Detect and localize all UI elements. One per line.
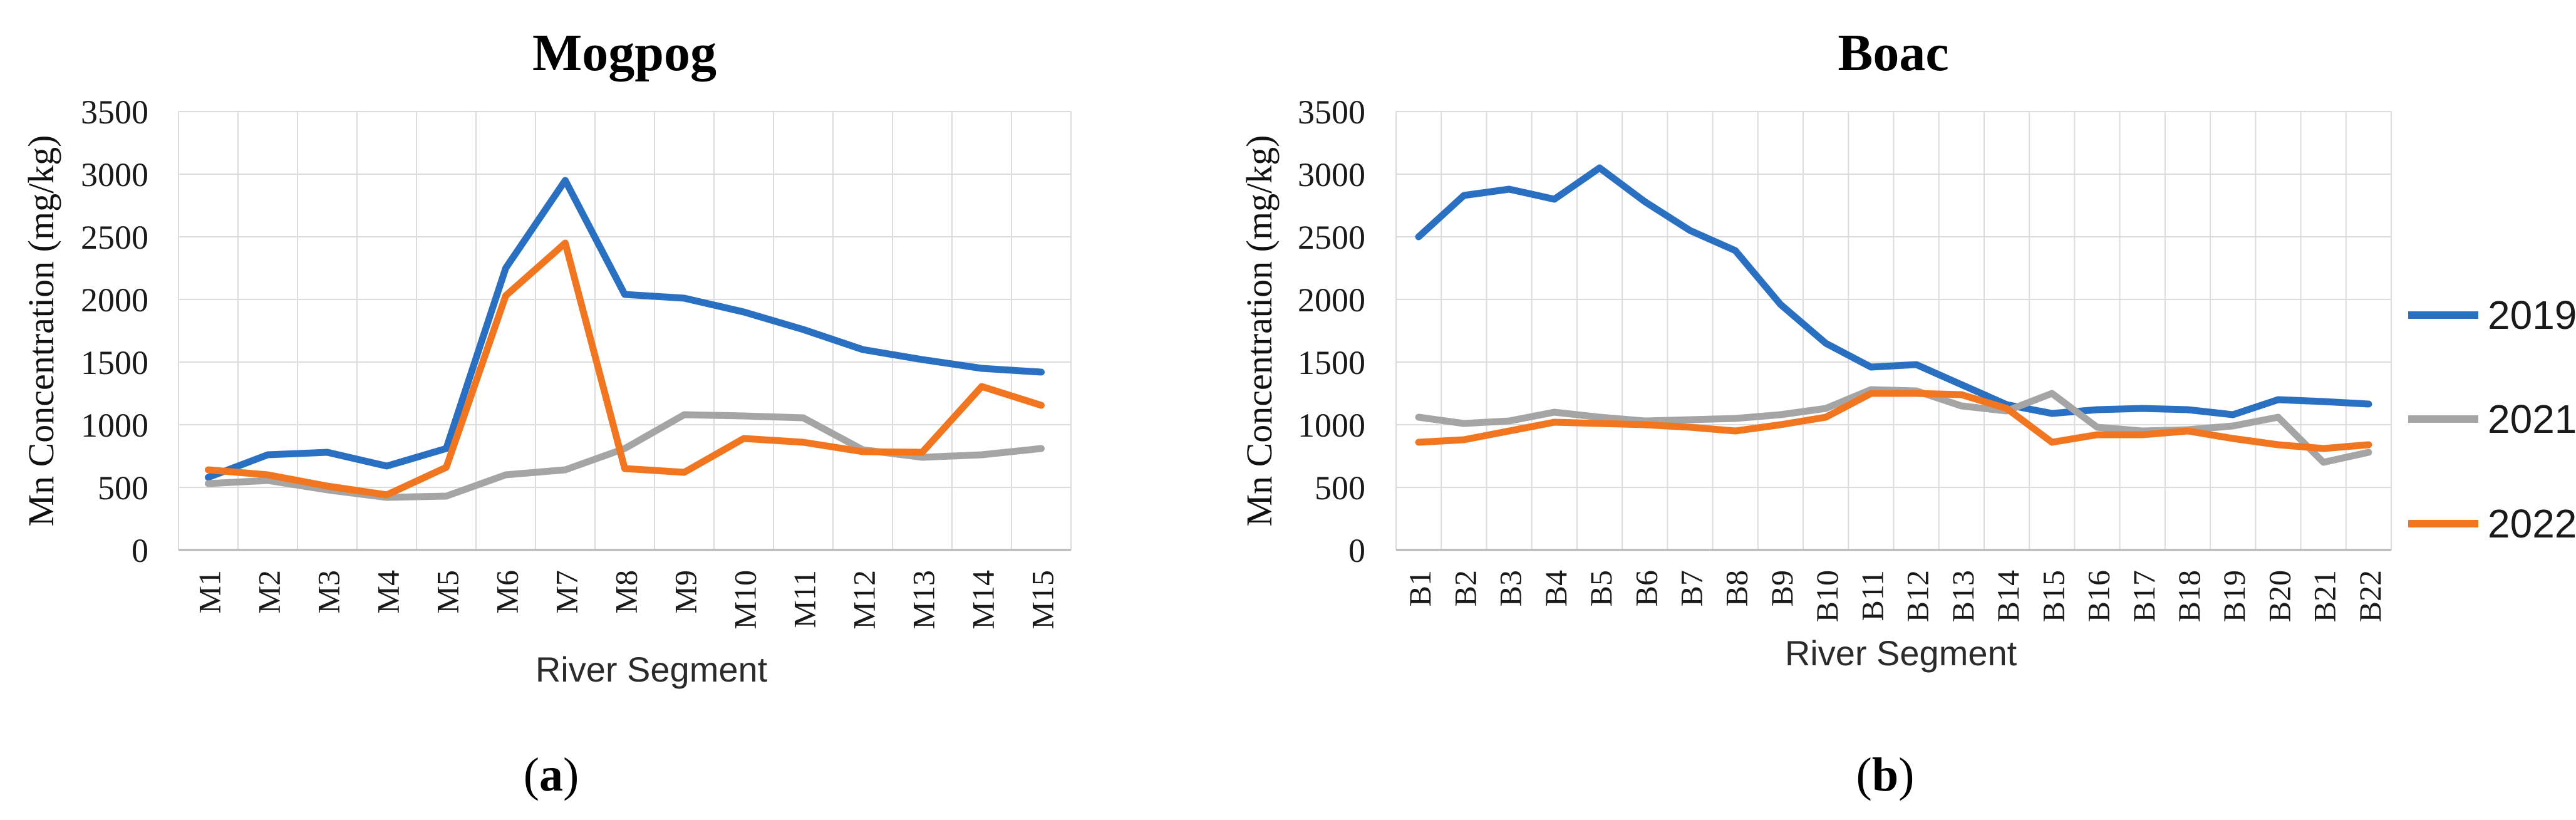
x-tick-label: B16 (2081, 570, 2116, 622)
legend-item-2019: 2019 (2408, 293, 2576, 338)
x-tick-label: B10 (1809, 570, 1844, 622)
x-tick-label: B3 (1493, 570, 1528, 606)
x-tick-label: B7 (1674, 570, 1709, 606)
x-tick-label: B1 (1402, 570, 1437, 606)
y-tick-label: 500 (1315, 469, 1365, 507)
x-tick-label: B22 (2352, 570, 2387, 622)
caption-a-letter: a (539, 749, 563, 801)
x-tick-label: B8 (1719, 570, 1754, 606)
caption-a-open: ( (524, 749, 539, 801)
x-tick-label: B18 (2171, 570, 2206, 622)
x-tick-label: M9 (668, 570, 703, 613)
chart-a-y-axis-title: Mn Concentration (mg/kg) (21, 135, 61, 526)
x-tick-label: M12 (847, 570, 882, 629)
chart-b-x-axis-title: River Segment (1785, 633, 2017, 673)
x-tick-label: M7 (549, 570, 584, 613)
x-tick-label: B17 (2126, 570, 2161, 622)
x-tick-label: B5 (1583, 570, 1618, 606)
x-tick-label: M14 (966, 570, 1001, 629)
x-tick-label: B6 (1628, 570, 1663, 606)
legend-label-2019: 2019 (2488, 293, 2576, 338)
caption-b-open: ( (1856, 749, 1872, 801)
legend-item-2021: 2021 (2408, 397, 2576, 442)
x-tick-label: M11 (787, 570, 822, 628)
x-tick-label: B15 (2035, 570, 2071, 622)
y-tick-label: 1500 (81, 344, 148, 381)
y-tick-label: 2500 (81, 219, 148, 256)
legend: 2019 2021 2022 (2408, 293, 2576, 546)
caption-a-close: ) (563, 749, 579, 801)
x-tick-label: B20 (2262, 570, 2297, 622)
x-tick-label: B21 (2307, 570, 2342, 622)
chart-a-x-axis-title: River Segment (535, 650, 768, 689)
x-tick-label: B11 (1854, 570, 1890, 621)
x-tick-label: M8 (609, 570, 644, 613)
series-2022-line (205, 239, 1045, 499)
y-tick-label: 0 (132, 532, 148, 569)
x-tick-label: M13 (906, 570, 941, 629)
chart-a-title: Mogpog (532, 24, 716, 82)
series-2019-line (205, 177, 1045, 481)
y-tick-label: 500 (98, 469, 148, 507)
y-tick-label: 2000 (81, 281, 148, 319)
caption-b-letter: b (1872, 749, 1898, 801)
chart-b-plot-area: 0 500 1000 1500 2000 2500 3000 3500 B1 B2 B3 B4 B5 B6… (1298, 93, 2392, 622)
x-tick-label: B12 (1900, 570, 1935, 622)
y-tick-label: 2500 (1298, 219, 1365, 256)
legend-label-2021: 2021 (2488, 397, 2576, 442)
legend-item-2022: 2022 (2408, 501, 2576, 546)
x-tick-label: M3 (311, 570, 346, 613)
y-tick-label: 0 (1348, 532, 1365, 569)
x-tick-label: B2 (1447, 570, 1482, 606)
caption-b: (b) (1856, 749, 1915, 801)
y-tick-label: 1000 (1298, 407, 1365, 444)
x-tick-label: M10 (728, 570, 763, 629)
caption-b-close: ) (1898, 749, 1914, 801)
x-tick-label: M2 (252, 570, 287, 613)
chart-mogpog: Mogpog Mn Concentration (mg/kg) River Se… (21, 24, 1072, 689)
series-2022-line (1415, 390, 2372, 452)
y-tick-label: 1500 (1298, 344, 1365, 381)
x-tick-label: B19 (2216, 570, 2252, 622)
chart-boac: Boac Mn Concentration (mg/kg) River Segm… (1239, 24, 2392, 673)
y-tick-label: 3000 (1298, 156, 1365, 194)
x-tick-label: B13 (1945, 570, 1980, 622)
x-tick-label: M15 (1025, 570, 1060, 629)
y-tick-label: 3000 (81, 156, 148, 194)
y-tick-label: 3500 (1298, 93, 1365, 131)
series-2019-line (1415, 164, 2372, 418)
chart-b-y-axis-title: Mn Concentration (mg/kg) (1239, 135, 1280, 526)
x-tick-label: M6 (490, 570, 525, 613)
x-tick-label: M5 (430, 570, 465, 613)
chart-a-plot-area: 0 500 1000 1500 2000 2500 3000 3500 M1 M2 M3 M4 M5 M6… (81, 93, 1072, 629)
x-tick-label: B9 (1764, 570, 1799, 606)
x-tick-label: M1 (192, 570, 227, 613)
caption-a: (a) (524, 749, 579, 801)
x-tick-label: B4 (1538, 570, 1573, 606)
y-tick-label: 3500 (81, 93, 148, 131)
legend-label-2022: 2022 (2488, 501, 2576, 546)
y-tick-label: 1000 (81, 407, 148, 444)
y-tick-label: 2000 (1298, 281, 1365, 319)
x-tick-label: M4 (371, 570, 406, 613)
x-tick-label: B14 (1990, 570, 2025, 622)
chart-b-title: Boac (1838, 24, 1948, 82)
